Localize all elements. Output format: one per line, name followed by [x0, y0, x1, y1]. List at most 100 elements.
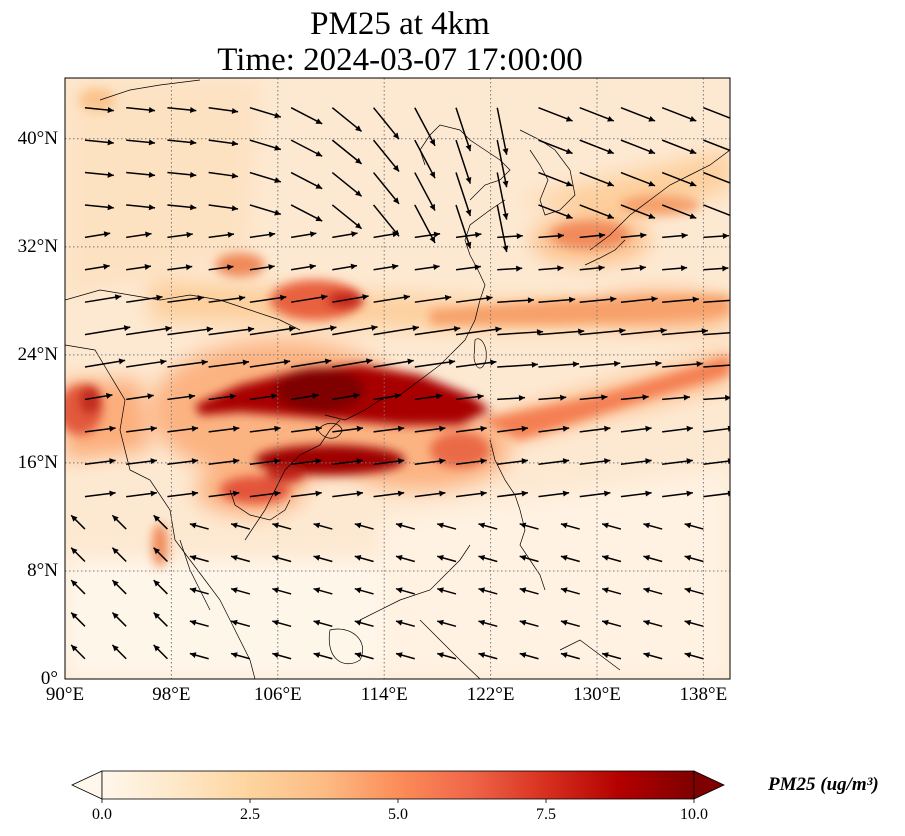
- wind-vector-shaft: [538, 139, 573, 155]
- wind-vector-shaft: [84, 359, 126, 368]
- wind-vector-head: [274, 209, 281, 216]
- wind-vector-shaft: [455, 296, 493, 303]
- wind-vector-head: [118, 358, 126, 365]
- wind-vector-head: [478, 554, 486, 561]
- wind-vector-shaft: [497, 363, 538, 368]
- wind-vector-head: [247, 326, 255, 333]
- wind-vector-head: [206, 326, 213, 333]
- wind-vector-head: [231, 554, 238, 561]
- wind-vector-head: [660, 327, 667, 334]
- wind-vector-head: [648, 148, 656, 155]
- wind-vector-head: [689, 116, 697, 122]
- wind-vector-head: [478, 587, 486, 594]
- wind-vector-head: [433, 264, 440, 271]
- wind-vector-head: [354, 619, 362, 626]
- wind-vector-head: [643, 619, 650, 626]
- wind-vector-head: [655, 360, 662, 367]
- colorbar-tick-label: 5.0: [388, 806, 408, 823]
- colorbar-tick-label: 10.0: [680, 806, 708, 823]
- wind-vector-shaft: [703, 171, 730, 184]
- map-frame: [64, 77, 731, 680]
- wind-vector-head: [565, 116, 573, 122]
- wind-vector-head: [356, 458, 363, 465]
- wind-vector-head: [242, 359, 249, 366]
- wind-vector-head: [191, 490, 199, 497]
- wind-vector-head: [397, 425, 405, 432]
- wind-vector-head: [453, 325, 461, 332]
- wind-vector-head: [272, 587, 279, 594]
- wind-vector-head: [502, 148, 509, 155]
- wind-vector-head: [274, 144, 281, 151]
- wind-vector-head: [562, 425, 570, 432]
- wind-vector-shaft: [373, 295, 411, 303]
- wind-vector-head: [602, 619, 609, 626]
- wind-vector-head: [437, 522, 444, 529]
- wind-vector-head: [109, 458, 116, 465]
- wind-vector-shaft: [126, 360, 167, 368]
- wind-vector-shaft: [661, 107, 697, 122]
- wind-vector-head: [231, 140, 239, 147]
- wind-vector-head: [272, 652, 279, 659]
- wind-vector-shaft: [579, 297, 617, 303]
- pm25-field-core: [80, 292, 490, 483]
- lon-tick-label: 90°E: [45, 684, 85, 705]
- wind-vector-shaft: [620, 171, 656, 187]
- wind-vector-head: [232, 490, 240, 497]
- wind-vector-head: [465, 176, 472, 184]
- wind-vector-head: [114, 294, 122, 301]
- wind-vector-head: [640, 232, 647, 239]
- wind-vector-head: [144, 264, 151, 270]
- wind-vector-head: [160, 358, 167, 365]
- wind-vector-head: [112, 547, 119, 555]
- lat-tick-label: 40°N: [17, 127, 58, 149]
- wind-vector-head: [107, 139, 114, 146]
- wind-vector-shaft: [331, 139, 363, 165]
- wind-vector-head: [731, 181, 738, 187]
- wind-vector-shaft: [372, 107, 400, 140]
- wind-vector-head: [107, 204, 114, 211]
- wind-vector-shaft: [455, 107, 472, 152]
- wind-vector-shaft: [290, 359, 332, 368]
- wind-vector-head: [71, 580, 78, 587]
- wind-vector-shaft: [538, 363, 580, 368]
- wind-vector-shaft: [414, 204, 436, 244]
- wind-vector-shaft: [373, 359, 414, 368]
- wind-vector-head: [231, 172, 239, 179]
- wind-vector-head: [407, 358, 414, 365]
- wind-vector-head: [351, 231, 358, 238]
- wind-vector-head: [356, 490, 363, 497]
- wind-vector-head: [465, 209, 472, 216]
- wind-vector-shaft: [579, 171, 615, 187]
- lat-tick-label: 24°N: [17, 343, 58, 365]
- wind-vector-head: [189, 587, 197, 594]
- wind-vector-shaft: [331, 171, 363, 197]
- wind-vector-head: [602, 587, 609, 594]
- wind-vector-head: [613, 360, 621, 367]
- wind-vector-head: [598, 232, 606, 239]
- wind-vector-head: [391, 263, 399, 270]
- wind-vector-head: [527, 297, 534, 304]
- wind-vector-head: [643, 554, 650, 561]
- wind-vector-head: [315, 150, 323, 157]
- wind-vector-head: [642, 394, 649, 401]
- wind-vector-shaft: [538, 204, 573, 219]
- wind-vector-head: [562, 490, 570, 497]
- wind-vector-head: [274, 177, 281, 184]
- wind-vector-head: [350, 263, 358, 270]
- wind-vector-head: [727, 425, 730, 432]
- wind-vector-shaft: [455, 327, 502, 336]
- wind-vector-shaft: [497, 299, 535, 303]
- wind-vector-head: [684, 522, 692, 529]
- wind-vector-head: [396, 554, 403, 561]
- wind-vector-head: [150, 425, 157, 432]
- wind-vector-shaft: [620, 204, 656, 219]
- wind-vector-head: [396, 587, 403, 594]
- wind-vector-head: [71, 644, 78, 652]
- wind-vector-head: [268, 264, 275, 271]
- wind-vector-head: [232, 458, 240, 465]
- wind-vector-head: [639, 264, 646, 271]
- wind-vector-head: [321, 294, 328, 301]
- gridlines: [65, 78, 730, 679]
- wind-vector-shaft: [84, 326, 131, 336]
- wind-vector-head: [147, 393, 154, 400]
